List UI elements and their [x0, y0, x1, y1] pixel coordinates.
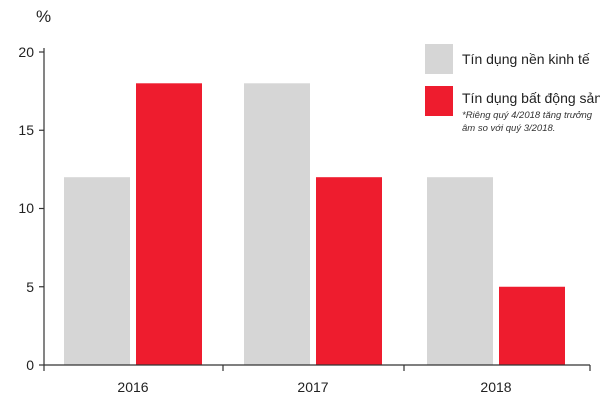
- y-tick-label-5: 5: [26, 279, 34, 295]
- legend-swatch-real-estate-credit: [425, 86, 453, 116]
- y-tick-label-10: 10: [18, 200, 34, 216]
- bar-economy-2017: [244, 83, 310, 366]
- bar-real-estate-2016: [136, 83, 202, 366]
- legend-note-line-2: âm so với quý 3/2018.: [462, 123, 555, 134]
- bar-economy-2016: [64, 177, 130, 365]
- bar-real-estate-2017: [316, 177, 382, 365]
- legend-label-economy-credit: Tín dụng nền kinh tế: [462, 51, 590, 67]
- legend-swatch-economy-credit: [425, 44, 453, 74]
- bar-economy-2018: [427, 177, 493, 365]
- y-tick-label-0: 0: [26, 357, 34, 373]
- bar-real-estate-2018: [499, 286, 565, 365]
- y-tick-label-15: 15: [18, 122, 34, 138]
- legend: Tín dụng nền kinh tế Tín dụng bất động s…: [425, 44, 600, 134]
- y-unit-label: %: [36, 7, 51, 26]
- x-tick-label-2017: 2017: [297, 379, 328, 395]
- legend-label-real-estate-credit: Tín dụng bất động sản: [462, 90, 600, 106]
- plot-area: [39, 48, 591, 371]
- x-tick-label-2018: 2018: [480, 379, 511, 395]
- x-tick-label-2016: 2016: [117, 379, 148, 395]
- y-tick-label-20: 20: [18, 44, 34, 60]
- legend-note-line-1: *Riêng quý 4/2018 tăng trưởng: [462, 110, 593, 121]
